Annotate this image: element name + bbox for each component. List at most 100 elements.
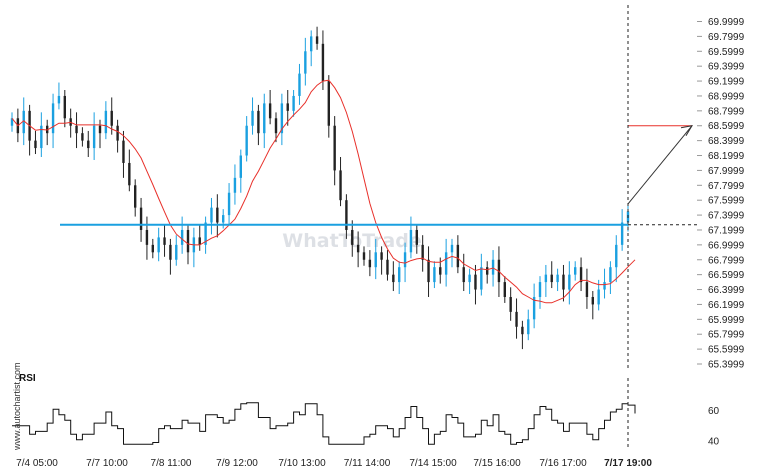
price-tick-label: 68.3999 (708, 136, 745, 147)
candle-body (139, 207, 143, 230)
candle-body (538, 282, 542, 297)
candle-body (40, 125, 43, 149)
candle-body (128, 162, 131, 186)
candle-body (227, 192, 231, 216)
forecast-arrow (627, 125, 693, 205)
price-tick-label: 65.5999 (708, 345, 745, 356)
candle-body (280, 103, 284, 134)
candle-body (198, 237, 201, 245)
time-tick-label: 7/11 14:00 (344, 458, 391, 469)
price-tick-label: 67.3999 (708, 211, 745, 222)
candle-body (151, 244, 154, 253)
candle-body (333, 125, 336, 171)
candle-body (615, 244, 618, 268)
price-tick-label: 68.1999 (708, 151, 745, 162)
candle-body (110, 110, 113, 126)
candle-body (134, 185, 137, 208)
candle-body (87, 140, 90, 149)
time-tick-label: 7/10 13:00 (278, 458, 326, 469)
candle-body (368, 259, 372, 268)
rsi-panel: RSI (12, 373, 636, 450)
price-tick-label: 67.1999 (708, 225, 745, 236)
rsi-tick-label: 40 (708, 437, 720, 448)
candle-body (609, 267, 612, 283)
time-tick-label: 7/16 17:00 (539, 458, 587, 469)
candle-body (433, 267, 436, 283)
candle-body (204, 222, 207, 245)
price-tick-label: 67.5999 (708, 196, 745, 207)
price-tick-label: 65.9999 (708, 315, 745, 326)
price-tick-label: 68.7999 (708, 106, 745, 117)
candle-body (239, 155, 242, 178)
candle-body (222, 215, 225, 223)
time-tick-label: 7/15 16:00 (473, 458, 521, 469)
candle-body (92, 125, 96, 149)
candle-body (421, 244, 424, 260)
price-tick-label: 66.1999 (708, 300, 745, 311)
rsi-axis: 60 40 (708, 406, 720, 448)
forecast-arrowhead-icon (680, 125, 693, 136)
candle-body (444, 252, 448, 275)
candle-body (532, 296, 536, 320)
rsi-tick-label: 60 (708, 406, 720, 417)
price-tick-label: 69.3999 (708, 62, 745, 73)
candle-body (57, 95, 61, 104)
candle-body (550, 274, 553, 283)
candle-body (345, 200, 348, 230)
candles (10, 26, 630, 350)
candle-body (562, 274, 565, 290)
candle-body (98, 125, 102, 134)
candle-body (374, 252, 377, 268)
price-tick-label: 69.1999 (708, 77, 745, 88)
candle-body (51, 103, 55, 134)
candle-body (81, 133, 84, 141)
candle-body (157, 237, 160, 253)
candle-body (304, 51, 307, 74)
candle-body (104, 110, 108, 134)
price-tick-label: 69.5999 (708, 47, 745, 58)
candle-body (480, 267, 483, 290)
price-tick-label: 66.5999 (708, 270, 745, 281)
candle-body (145, 229, 149, 245)
candle-body (568, 274, 571, 290)
candle-body (556, 274, 559, 283)
candle-body (579, 267, 583, 283)
candle-body (186, 229, 190, 253)
candle-body (163, 237, 166, 245)
candle-body (585, 282, 589, 297)
candle-body (415, 229, 418, 245)
candle-body (603, 282, 606, 290)
moving-average-line (11, 79, 636, 304)
candle-body (321, 43, 325, 82)
price-tick-label: 66.9999 (708, 240, 745, 251)
candle-body (210, 207, 213, 223)
candle-body (527, 319, 530, 335)
time-tick-label: 7/14 15:00 (409, 458, 457, 469)
time-tick-label: 7/17 19:00 (604, 458, 652, 469)
candle-body (327, 81, 330, 126)
time-tick-label: 7/4 05:00 (16, 458, 58, 469)
candle-body (63, 95, 66, 119)
candle-body (34, 140, 37, 149)
candle-body (233, 177, 237, 193)
candle-body (245, 125, 248, 156)
candle-body (298, 73, 301, 96)
candle-body (486, 267, 489, 275)
candle-body (521, 326, 524, 335)
time-axis: 7/4 05:00 7/7 10:00 7/8 11:00 7/9 12:00 7/10… (16, 458, 652, 469)
candle-body (122, 140, 125, 163)
candle-body (310, 36, 313, 52)
price-tick-label: 67.9999 (708, 166, 745, 177)
time-tick-label: 7/8 11:00 (151, 458, 192, 469)
candle-body (456, 244, 460, 268)
candle-body (392, 274, 395, 283)
candle-body (263, 103, 266, 134)
candle-body (468, 274, 471, 283)
price-tick-label: 67.7999 (708, 181, 745, 192)
candle-body (544, 274, 548, 283)
candle-body (474, 274, 477, 290)
candle-body (620, 222, 624, 245)
rsi-title: RSI (19, 373, 36, 384)
price-tick-label: 68.9999 (708, 91, 745, 102)
